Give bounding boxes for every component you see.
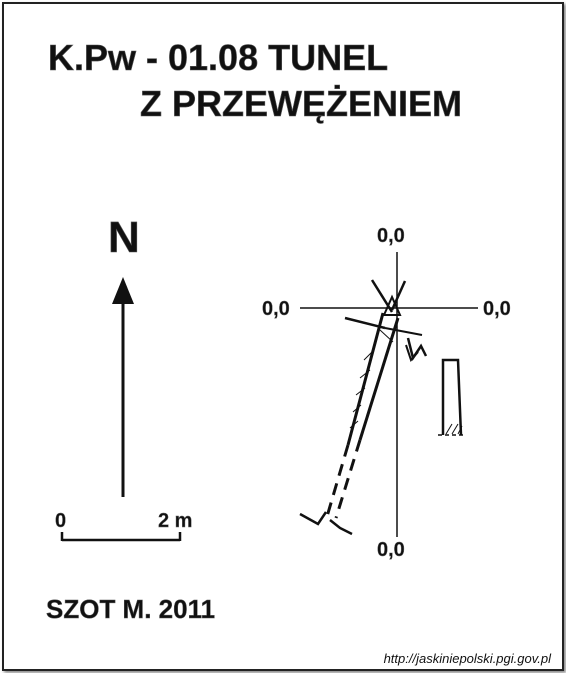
scale-start-label: 0: [55, 510, 66, 532]
title-line-1: K.Pw - 01.08 TUNEL: [48, 37, 388, 78]
reference-axes: [300, 252, 478, 537]
scale-end-label: 2 m: [158, 510, 192, 532]
axis-label-left: 0,0: [262, 298, 290, 320]
author-credit: SZOT M. 2011: [46, 594, 215, 624]
title-line-2: Z PRZEWĘŻENIEM: [140, 83, 462, 124]
axis-label-top: 0,0: [377, 225, 405, 247]
axis-label-right: 0,0: [483, 298, 511, 320]
north-label: N: [108, 213, 140, 262]
north-arrow-icon: [112, 277, 134, 497]
cave-tunnel-plan: [299, 279, 428, 536]
axis-label-bottom: 0,0: [377, 539, 405, 561]
scale-bar: [60, 532, 182, 542]
cross-section: [438, 358, 464, 436]
source-url: http://jaskiniepolski.pgi.gov.pl: [384, 651, 553, 666]
